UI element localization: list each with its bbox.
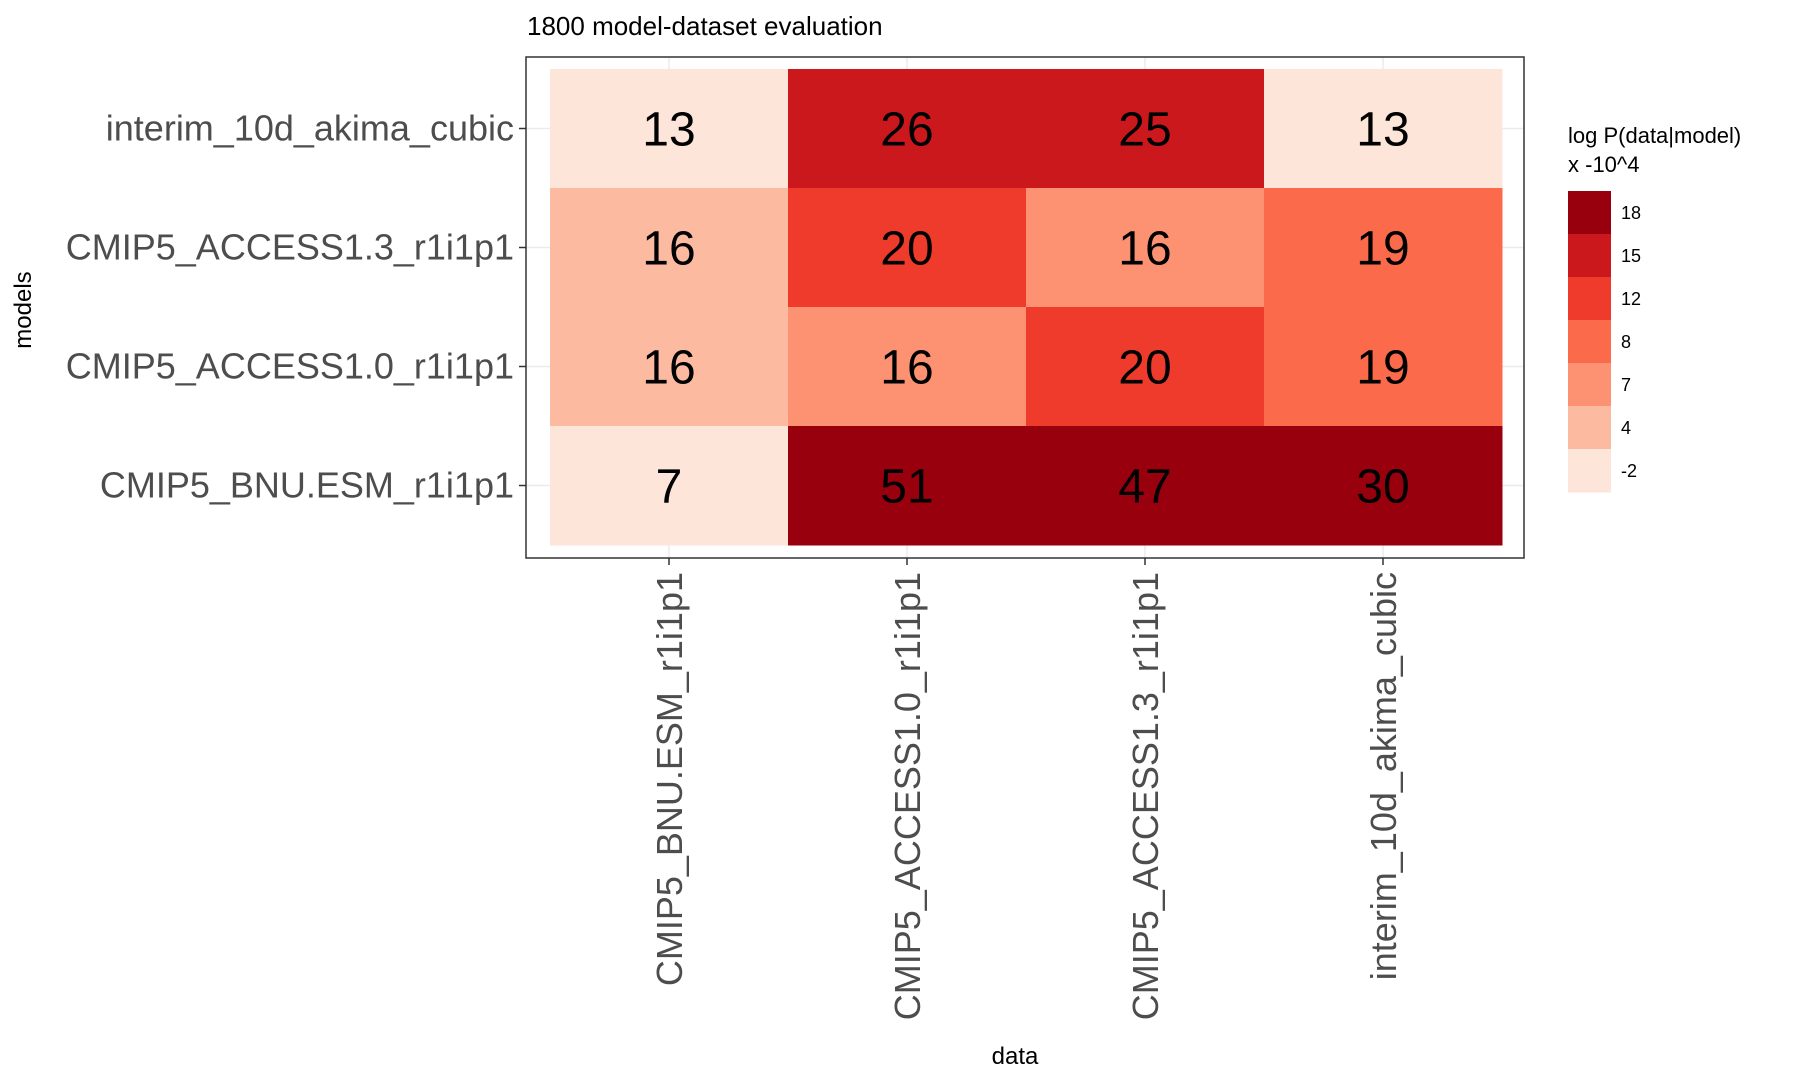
- heatmap-cell: [550, 307, 789, 427]
- legend-swatch: [1568, 363, 1611, 407]
- heatmap-cell: [1264, 188, 1503, 308]
- x-tick-label: CMIP5_ACCESS1.0_r1i1p1: [887, 572, 928, 1020]
- heatmap-cell: [550, 426, 789, 546]
- heatmap-cell: [788, 69, 1027, 189]
- legend-swatch: [1568, 320, 1611, 364]
- legend-label: 12: [1621, 289, 1641, 309]
- heatmap-cell: [1026, 307, 1265, 427]
- y-tick-label: CMIP5_ACCESS1.0_r1i1p1: [66, 346, 514, 387]
- legend-swatch: [1568, 191, 1611, 235]
- cell-value-label: 19: [1356, 342, 1409, 395]
- legend-label: 18: [1621, 203, 1641, 223]
- x-axis-title: data: [992, 1043, 1039, 1070]
- heatmap-cell: [550, 69, 789, 189]
- cell-value-label: 16: [1118, 223, 1171, 276]
- legend: log P(data|model) x -10^4 18 15 12 8 7 4 -2: [1568, 123, 1741, 493]
- heatmap-cell: [1026, 426, 1265, 546]
- heatmap-cell: [1026, 188, 1265, 308]
- cell-value-label: 47: [1118, 461, 1171, 514]
- cell-value-label: 19: [1356, 223, 1409, 276]
- cell-value-label: 26: [880, 104, 933, 157]
- heatmap-cell: [788, 307, 1027, 427]
- legend-label: 4: [1621, 418, 1631, 438]
- cell-value-label: 20: [880, 223, 933, 276]
- heatmap-cell: [788, 426, 1027, 546]
- legend-title-line1: log P(data|model): [1568, 123, 1741, 148]
- heatmap-cell: [1264, 307, 1503, 427]
- legend-swatch: [1568, 234, 1611, 278]
- legend-swatch: [1568, 277, 1611, 321]
- x-tick-label: CMIP5_BNU.ESM_r1i1p1: [649, 572, 690, 986]
- legend-title-line2: x -10^4: [1568, 152, 1639, 177]
- heatmap-cell: [1264, 69, 1503, 189]
- cell-value-label: 51: [880, 461, 933, 514]
- legend-swatch: [1568, 406, 1611, 450]
- chart-title: 1800 model-dataset evaluation: [527, 11, 883, 41]
- cell-value-label: 16: [642, 223, 695, 276]
- heatmap-cell: [1264, 426, 1503, 546]
- x-tick-label: CMIP5_ACCESS1.3_r1i1p1: [1125, 572, 1166, 1020]
- cell-value-label: 13: [1356, 104, 1409, 157]
- plot-panel: 13 26 25 13 16 20 16 19 16 16 20 19 7 51 47 30 interim_1…: [66, 56, 1525, 1020]
- y-tick-label: interim_10d_akima_cubic: [106, 108, 514, 149]
- legend-label: 15: [1621, 246, 1641, 266]
- cell-value-label: 16: [642, 342, 695, 395]
- heatmap-cell: [550, 188, 789, 308]
- legend-swatch: [1568, 449, 1611, 493]
- cell-value-label: 25: [1118, 104, 1171, 157]
- cell-value-label: 7: [656, 461, 683, 514]
- cell-value-label: 30: [1356, 461, 1409, 514]
- y-tick-label: CMIP5_ACCESS1.3_r1i1p1: [66, 227, 514, 268]
- cell-value-label: 20: [1118, 342, 1171, 395]
- cell-value-label: 16: [880, 342, 933, 395]
- heatmap-cell: [788, 188, 1027, 308]
- legend-label: -2: [1621, 461, 1637, 481]
- y-axis-title: models: [10, 271, 37, 348]
- x-tick-label: interim_10d_akima_cubic: [1363, 572, 1404, 980]
- cell-value-label: 13: [642, 104, 695, 157]
- heatmap-cell: [1026, 69, 1265, 189]
- legend-label: 8: [1621, 332, 1631, 352]
- legend-label: 7: [1621, 375, 1631, 395]
- y-tick-label: CMIP5_BNU.ESM_r1i1p1: [100, 465, 514, 506]
- panel-border: [525, 56, 1525, 559]
